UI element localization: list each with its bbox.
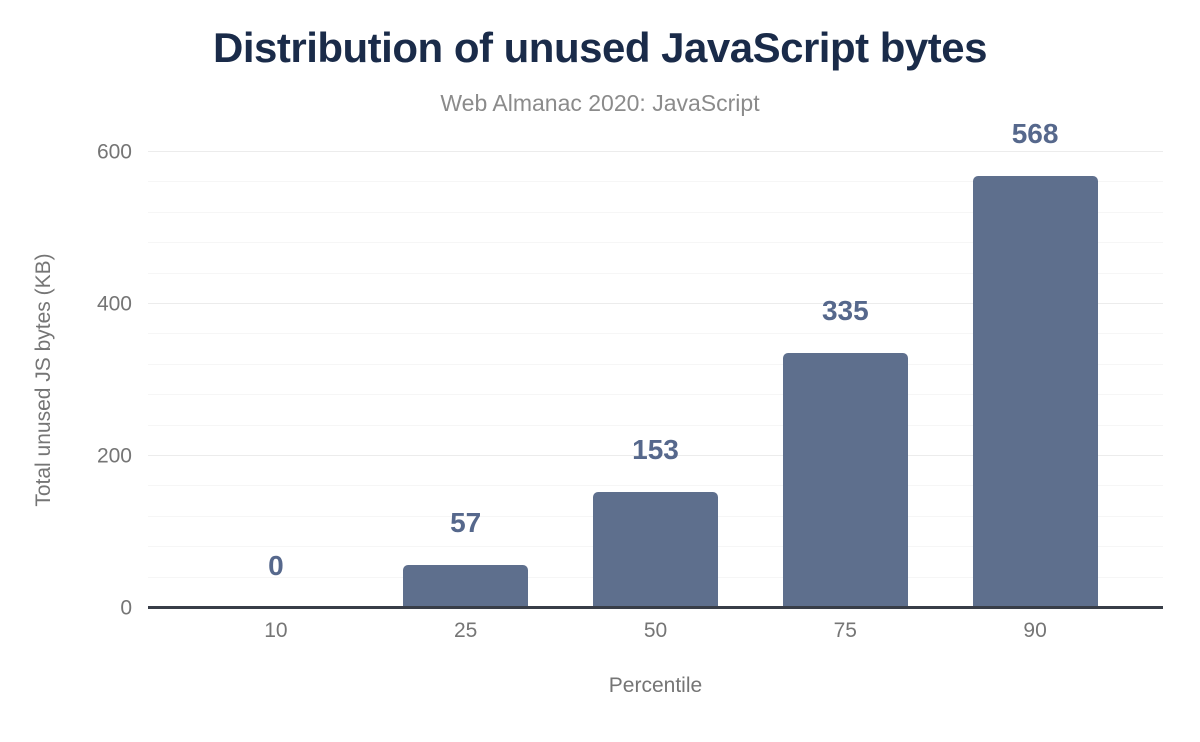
bar-p75 (782, 353, 908, 608)
y-tick-label: 600 (96, 140, 132, 164)
chart-subtitle: Web Almanac 2020: JavaScript (440, 90, 760, 116)
x-axis-title: Percentile (608, 674, 703, 697)
x-tick-label: 75 (833, 619, 857, 642)
bar-value-label: 568 (1011, 118, 1059, 150)
chart-title: Distribution of unused JavaScript bytes (213, 24, 987, 71)
minor-gridline (148, 363, 1163, 365)
minor-gridline (148, 181, 1163, 183)
x-axis-ticks: 10 25 50 75 90 (148, 619, 1163, 645)
y-axis-ticks: 0 200 400 600 (0, 142, 132, 619)
major-gridline (148, 455, 1163, 456)
bar-p25 (403, 564, 529, 608)
minor-gridline (148, 272, 1163, 274)
minor-gridline (148, 242, 1163, 244)
bar-value-label: 0 (268, 550, 284, 581)
y-tick-label: 200 (96, 444, 132, 468)
bar-value-label: 57 (450, 506, 482, 538)
x-tick-label: 10 (264, 619, 288, 642)
minor-gridline (148, 424, 1163, 426)
x-tick-label: 50 (643, 619, 668, 642)
y-tick-label: 0 (120, 596, 132, 620)
minor-gridline (148, 485, 1163, 487)
major-gridline (148, 151, 1163, 152)
bar-value-label: 153 (632, 433, 679, 465)
plot-area: 0 57 153 335 568 (148, 120, 1163, 609)
minor-gridline (148, 394, 1163, 396)
x-axis-baseline (148, 606, 1163, 609)
x-tick-label: 90 (1023, 619, 1047, 642)
x-tick-label: 25 (454, 619, 478, 642)
bar-value-label: 335 (821, 295, 869, 327)
y-tick-label: 400 (96, 292, 132, 316)
minor-gridline (148, 211, 1163, 213)
minor-gridline (148, 333, 1163, 335)
bar-p90 (972, 176, 1098, 608)
major-gridline (148, 303, 1163, 304)
bar-p50 (593, 491, 718, 608)
